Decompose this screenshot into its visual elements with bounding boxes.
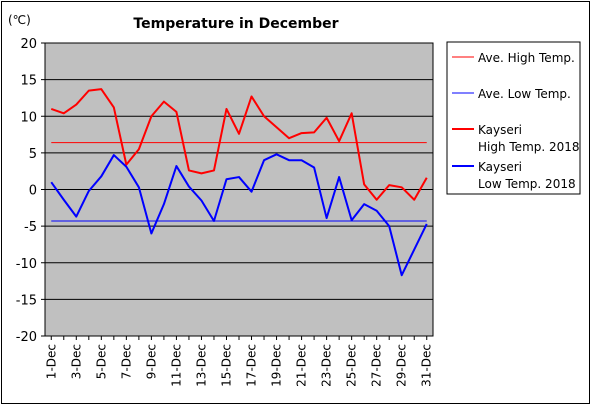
x-tick-label: 1-Dec (44, 344, 58, 379)
series-3 (50, 88, 428, 201)
legend: Ave. High Temp. Ave. Low Temp. Kayseri High… (446, 41, 581, 195)
y-axis: 20 15 10 5 0 -5 -10 -15 -20 (16, 37, 45, 345)
x-tick-label: 19-Dec (270, 344, 284, 387)
x-tick-label: 29-Dec (395, 344, 409, 387)
x-tick-label: 31-Dec (420, 344, 434, 387)
x-tick-label: 11-Dec (169, 344, 183, 387)
x-tick-label: 25-Dec (345, 344, 359, 387)
legend-label: Ave. High Temp. (478, 51, 575, 65)
y-tick-label: 5 (29, 147, 37, 162)
y-unit-label: (℃) (8, 13, 31, 27)
y-tick-label: -10 (16, 257, 37, 272)
legend-item-2: Ave. Low Temp. (452, 87, 571, 101)
y-tick-label: 15 (20, 74, 37, 89)
x-tick-label: 21-Dec (295, 344, 309, 387)
y-tick-label: -15 (16, 293, 37, 308)
legend-label: Low Temp. 2018 (478, 177, 576, 191)
legend-item-1: Ave. High Temp. (452, 51, 575, 65)
series-4 (50, 153, 428, 277)
x-tick-label: 13-Dec (194, 344, 208, 387)
y-tick-label: 10 (20, 110, 37, 125)
legend-box (446, 41, 581, 195)
legend-label: Ave. Low Temp. (478, 87, 571, 101)
legend-label: High Temp. 2018 (478, 140, 580, 154)
legend-label: Kayseri (478, 123, 522, 137)
y-tick-label: 0 (29, 184, 37, 199)
legend-item-4: Kayseri Low Temp. 2018 (452, 160, 576, 191)
x-tick-label: 23-Dec (320, 344, 334, 387)
x-tick-label: 7-Dec (119, 344, 133, 379)
x-tick-label: 5-Dec (94, 344, 108, 379)
x-tick-label: 9-Dec (144, 344, 158, 379)
x-tick-label: 15-Dec (219, 344, 233, 387)
legend-item-3: Kayseri High Temp. 2018 (452, 123, 580, 154)
x-tick-label: 3-Dec (69, 344, 83, 379)
series-layer (50, 88, 428, 277)
x-tick-label: 17-Dec (245, 344, 259, 387)
y-tick-label: -5 (24, 220, 37, 235)
chart-title: Temperature in December (133, 16, 338, 32)
x-axis: 1-Dec 3-Dec 5-Dec 7-Dec 9-Dec 11-Dec 13-Dec 15-… (44, 336, 434, 387)
y-tick-label: -20 (16, 330, 37, 345)
x-tick-label: 27-Dec (370, 344, 384, 387)
y-tick-label: 20 (20, 37, 37, 52)
legend-label: Kayseri (478, 160, 522, 174)
